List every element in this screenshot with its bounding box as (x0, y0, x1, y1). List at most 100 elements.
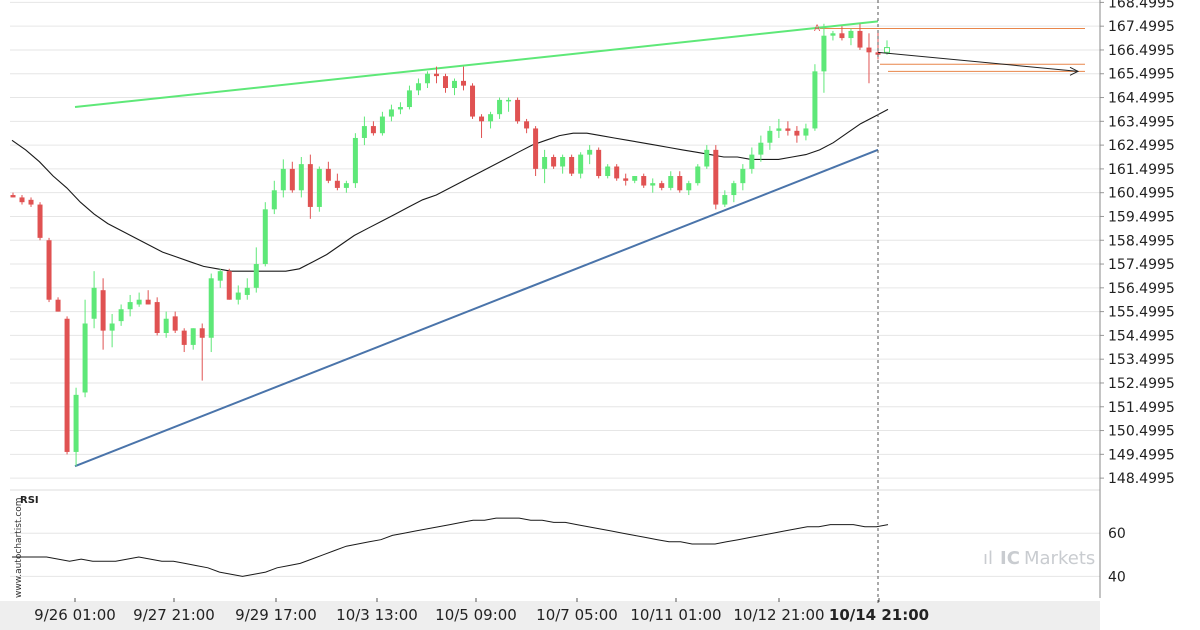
candle (632, 176, 638, 184)
candle-body (839, 33, 845, 39)
candle-body (226, 271, 232, 300)
candle-body (749, 154, 755, 169)
candle-body (73, 394, 79, 452)
candle (379, 111, 385, 136)
candle (569, 154, 575, 177)
candle (406, 85, 412, 110)
candle-body (614, 166, 620, 179)
candle (776, 118, 782, 138)
x-tick-label: 9/27 21:00 (133, 606, 215, 624)
support-trendline (74, 148, 879, 468)
y-tick-label: 165.4995 (1108, 67, 1175, 83)
candle (325, 161, 331, 184)
candle-body (632, 176, 638, 181)
x-tick-label: 10/11 01:00 (630, 606, 721, 624)
candle-body (812, 71, 818, 129)
candle (10, 192, 16, 198)
candle (28, 197, 34, 207)
x-tick-label: 10/5 09:00 (435, 606, 517, 624)
candles (10, 23, 890, 467)
y-tick-label: 166.4995 (1108, 43, 1175, 59)
candle-body (199, 328, 205, 338)
candle-body (713, 149, 719, 205)
candle-body (605, 166, 611, 177)
candle (433, 66, 439, 84)
candle (154, 297, 160, 336)
candle-body (668, 176, 674, 188)
candle (424, 71, 430, 89)
candle (280, 159, 286, 198)
candle-body (253, 264, 259, 288)
candle-body (217, 271, 223, 281)
candle-body (118, 309, 124, 322)
y-tick-label: 168.4995 (1108, 0, 1175, 11)
forecast-arrowhead (1069, 66, 1080, 76)
candle (37, 202, 43, 241)
y-tick-label: 157.4995 (1108, 257, 1175, 273)
x-tick-label: 10/14 21:00 (829, 606, 929, 624)
candle (686, 180, 692, 196)
candle-body (343, 183, 349, 188)
candle (866, 33, 872, 84)
candle-body (641, 176, 647, 186)
y-tick-label: 155.4995 (1108, 305, 1175, 321)
candle-body (857, 30, 863, 48)
x-tick-label: 10/3 13:00 (336, 606, 418, 624)
candle (596, 147, 602, 179)
candle-body (758, 142, 764, 155)
x-tick-label: 10/7 05:00 (536, 606, 618, 624)
candle-body (334, 180, 340, 188)
candle-body (433, 73, 439, 77)
candle-body (181, 330, 187, 345)
y-tick-label: 154.4995 (1108, 328, 1175, 344)
candle-body (803, 128, 809, 136)
candle (244, 278, 250, 300)
candle-body (127, 302, 133, 310)
candle-body (497, 99, 503, 115)
candle-body (361, 126, 367, 138)
candle-body (740, 168, 746, 184)
candle (506, 97, 512, 112)
candle (560, 154, 566, 174)
candle (830, 30, 836, 41)
candle-body (370, 126, 376, 134)
candle-body (46, 240, 52, 300)
candle (677, 171, 683, 193)
rsi-line (12, 517, 889, 577)
candle (524, 118, 530, 134)
rsi-panel (10, 489, 1100, 577)
candle (497, 97, 503, 119)
candle (100, 278, 106, 350)
candle-body (163, 318, 169, 334)
candle (668, 171, 674, 191)
candle-body (244, 287, 250, 295)
candle-body (415, 83, 421, 91)
candle-body (506, 99, 512, 102)
candle (19, 195, 25, 205)
candle-body (145, 299, 151, 305)
candle (785, 121, 791, 136)
price-axis: 168.4995 167.4995 166.4995 165.4995 164.4995… (1099, 0, 1175, 598)
y-tick-label: 150.4995 (1108, 424, 1175, 440)
candle-body (479, 116, 485, 122)
candle-body (82, 323, 88, 393)
candle (172, 311, 178, 334)
candle-body (722, 195, 728, 205)
candle (839, 26, 845, 41)
brand-mark: ıl (983, 548, 993, 569)
candle (73, 387, 79, 467)
y-tick-label: 164.4995 (1108, 91, 1175, 107)
candle-body (560, 156, 566, 167)
candle-body (406, 90, 412, 108)
y-tick-label: 153.4995 (1108, 352, 1175, 368)
candle-body (388, 109, 394, 117)
candle (208, 273, 214, 353)
candle (235, 285, 241, 305)
candle-body (569, 156, 575, 174)
candle-body (298, 164, 304, 191)
candle (515, 97, 521, 124)
rsi-y-tick-label: 60 (1108, 526, 1126, 542)
candle (470, 83, 476, 119)
horizontal-levels (820, 28, 1085, 72)
